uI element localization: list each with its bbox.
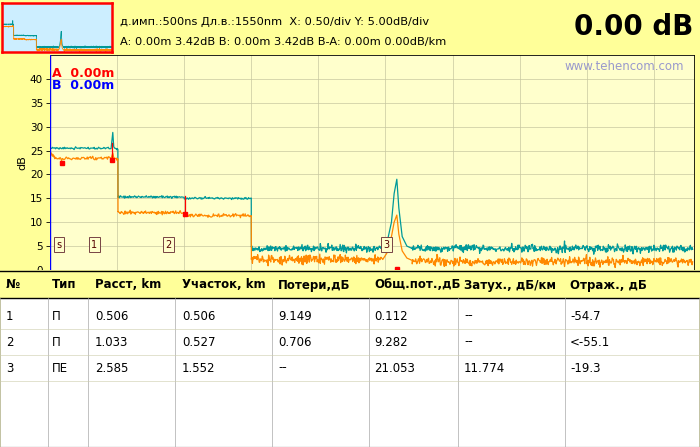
Text: A  0.00m: A 0.00m [52,67,114,80]
Text: www.tehencom.com: www.tehencom.com [565,60,685,73]
Text: 1.552: 1.552 [182,362,216,375]
Text: 1: 1 [6,309,13,322]
Text: 2: 2 [6,336,13,349]
Text: 0.706: 0.706 [278,336,312,349]
Text: П: П [52,309,61,322]
Text: 3: 3 [384,240,390,250]
Bar [1,298,699,447]
Text: -19.3: -19.3 [570,362,601,375]
Text: №: № [6,278,20,291]
Text: 0.527: 0.527 [182,336,216,349]
Text: ПЕ: ПЕ [52,362,68,375]
Text: --: -- [278,362,287,375]
Text: 1.033: 1.033 [95,336,128,349]
Text: 0.506: 0.506 [182,309,216,322]
Text: --: -- [464,336,473,349]
Text: 0.506: 0.506 [95,309,128,322]
Text: -54.7: -54.7 [570,309,601,322]
Text: <-55.1: <-55.1 [570,336,610,349]
Text: s: s [57,240,62,250]
Text: A: 0.00m 3.42dB B: 0.00m 3.42dB B-A: 0.00m 0.00dB/km: A: 0.00m 3.42dB B: 0.00m 3.42dB B-A: 0.0… [120,37,447,47]
Y-axis label: dB: dB [17,155,27,170]
X-axis label: km: km [363,288,381,298]
Text: Отраж., дБ: Отраж., дБ [570,278,647,291]
Text: 11.774: 11.774 [464,362,505,375]
Text: 2.585: 2.585 [95,362,128,375]
Text: 9.282: 9.282 [374,336,407,349]
Text: --: -- [464,309,473,322]
Text: 0.112: 0.112 [374,309,407,322]
Text: 9.149: 9.149 [278,309,312,322]
Text: Расст, km: Расст, km [95,278,161,291]
Text: П: П [52,336,61,349]
Text: 1: 1 [91,240,97,250]
Text: 2: 2 [165,240,172,250]
Text: д.имп.:500ns Дл.в.:1550nm  X: 0.50/div Y: 5.00dB/div: д.имп.:500ns Дл.в.:1550nm X: 0.50/div Y:… [120,17,429,27]
Text: Общ.пот.,дБ: Общ.пот.,дБ [374,278,461,291]
Text: Тип: Тип [52,278,76,291]
Text: 0.00 dB: 0.00 dB [573,13,693,41]
Text: Потери,дБ: Потери,дБ [278,278,351,291]
Text: Затух., дБ/км: Затух., дБ/км [464,278,556,291]
Text: B  0.00m: B 0.00m [52,79,114,92]
Text: 21.053: 21.053 [374,362,415,375]
Text: 3: 3 [6,362,13,375]
Text: Участок, km: Участок, km [182,278,265,291]
